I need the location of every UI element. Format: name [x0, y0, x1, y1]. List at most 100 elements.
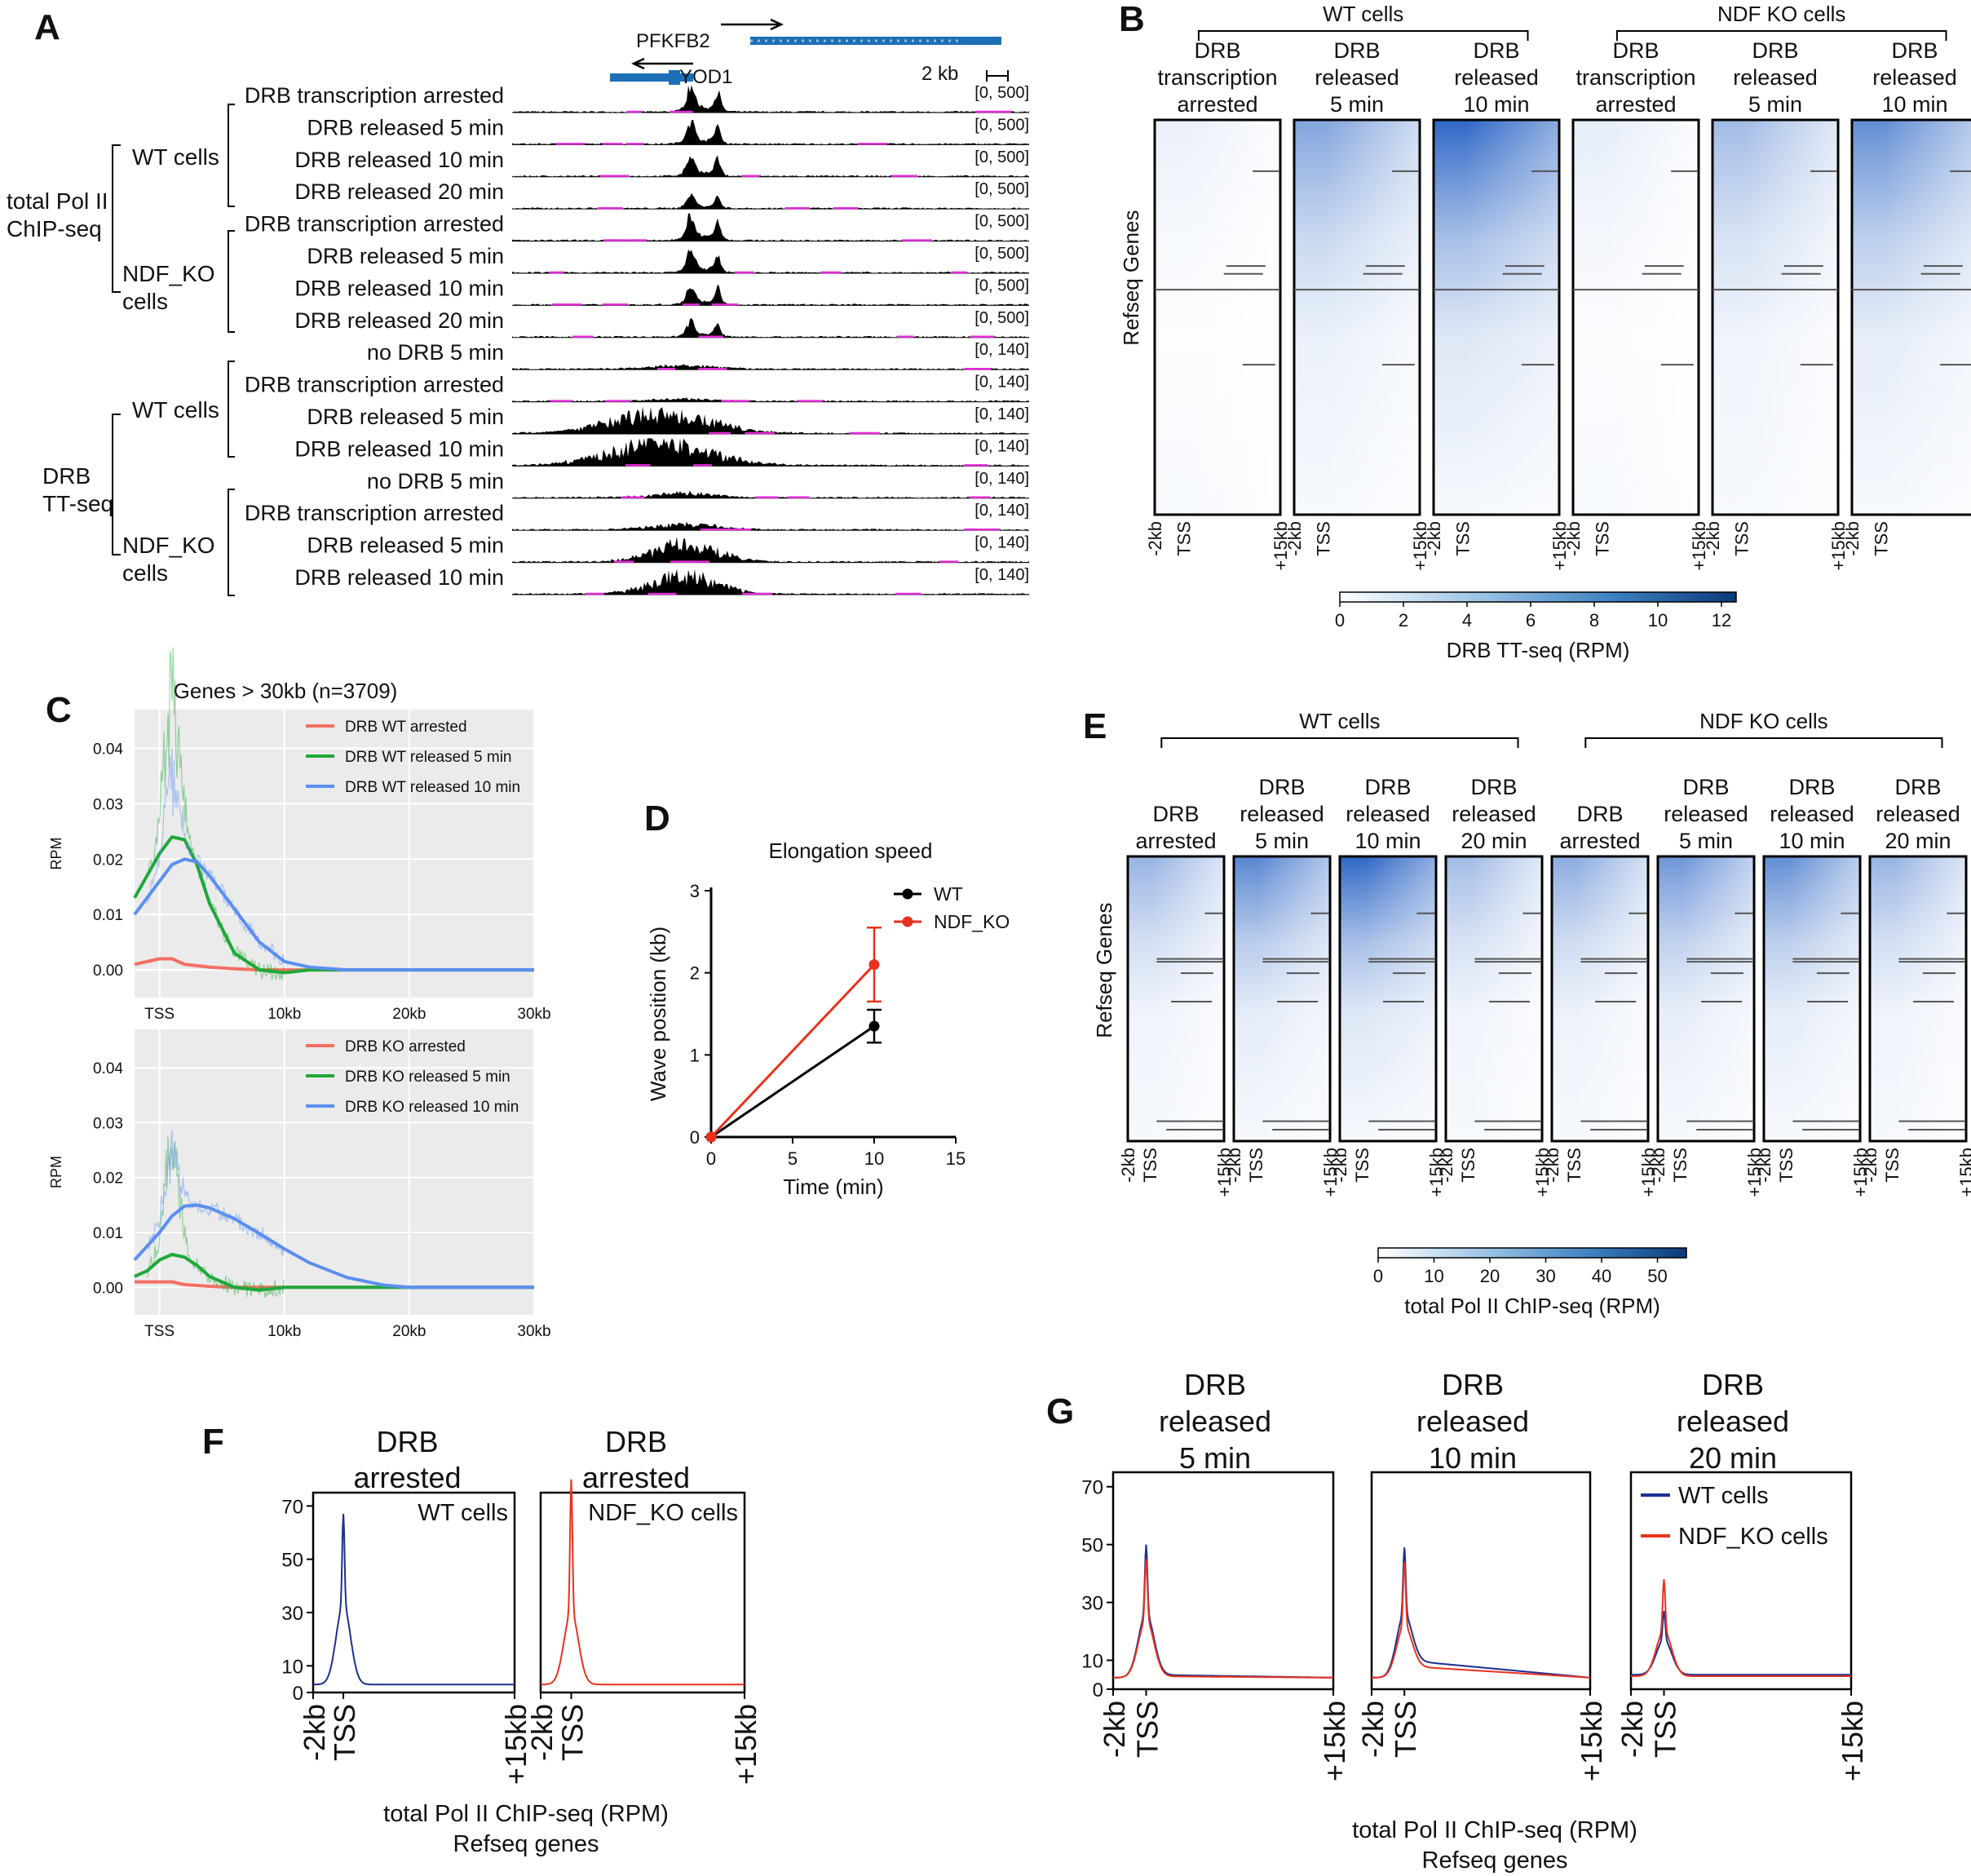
legend-label: DRB KO released 10 min: [345, 1099, 519, 1116]
series-line: [135, 1280, 534, 1290]
y-tick-label: 70: [281, 1496, 303, 1518]
y-tick-label: 50: [281, 1550, 303, 1572]
heatmap-column-title: DRB released 5 min: [1240, 775, 1324, 853]
track-list: DRB transcription arrested [0, 500] DRB re…: [245, 83, 1029, 595]
bracket-pol2: [112, 144, 121, 293]
x-tick-label: -2kb: [1615, 1701, 1649, 1758]
yod1-exon: [669, 70, 680, 85]
track-range: [0, 500]: [974, 84, 1029, 102]
heatmap-xtick: +15kb: [1956, 1148, 1971, 1197]
heatmap-fade-overlay: [1552, 856, 1648, 1141]
legend-label: NDF_KO: [934, 911, 1010, 932]
x-tick-label: +15kb: [729, 1704, 762, 1785]
y-tick-label: 0.03: [93, 1115, 123, 1132]
x-tick-label: -2kb: [1356, 1701, 1390, 1758]
track-range: [0, 140]: [974, 437, 1029, 455]
track-signal: [512, 119, 1029, 145]
heatmap-fade-overlay: [1434, 120, 1559, 515]
group-bracket: [1584, 737, 1943, 748]
heatmap-xtick: +15kb: [1689, 521, 1709, 571]
heatmap-frame: [1571, 118, 1700, 516]
track-label: DRB released 10 min: [294, 276, 504, 300]
profile-line: [313, 1514, 515, 1686]
heatmap-frame: [1444, 855, 1544, 1143]
heatmap-xtick: -2kb: [1424, 521, 1444, 556]
heatmap-frame: [1338, 855, 1438, 1143]
heatmap-frame: [1232, 855, 1332, 1143]
track-signal: [512, 284, 1029, 306]
track-label: DRB transcription arrested: [245, 83, 504, 108]
subplot-title: DRB released 5 min: [1159, 1368, 1271, 1475]
chart-title: Elongation speed: [769, 838, 933, 863]
heatmap-xtick: TSS: [1352, 1148, 1372, 1183]
group-label-ko: NDF KO cells: [1717, 2, 1845, 26]
group-label-pol2-ko: NDF_KO cells: [122, 261, 215, 314]
heatmap-column-title: DRB released 10 min: [1872, 38, 1957, 117]
colorbar-tick-label: 0: [1373, 1266, 1383, 1286]
profile-line: [1372, 1547, 1591, 1679]
heatmap-xtick: +15kb: [1271, 521, 1291, 571]
profile-line: [541, 1479, 745, 1686]
heatmap-xtick: TSS: [1452, 521, 1473, 556]
track-range: [0, 140]: [974, 405, 1029, 423]
pfkfb2-arrowhead: [770, 18, 784, 31]
y-tick-label: 0: [293, 1683, 303, 1705]
heatmap-frame: [1126, 855, 1226, 1143]
track-label: DRB released 5 min: [307, 533, 504, 558]
x-tick-label: 20kb: [392, 1323, 426, 1340]
heatmap-xtick: +15kb: [1850, 1148, 1871, 1197]
heatmap-frame: [1656, 855, 1756, 1143]
colorbar-tick-label: 6: [1526, 610, 1536, 630]
profile-line: [1631, 1611, 1851, 1676]
colorbar-tick-label: 2: [1399, 610, 1408, 630]
x-tick-label: 0: [706, 1148, 716, 1169]
profile-line: [1113, 1559, 1333, 1679]
heatmap-fade-overlay: [1658, 856, 1754, 1141]
heatmap-column-title: DRB released 5 min: [1315, 38, 1399, 117]
y-tick-label: 0: [690, 1127, 700, 1148]
x-tick-label: 15: [946, 1148, 966, 1169]
profile-line: [1631, 1579, 1851, 1677]
heatmap-frame: [1762, 855, 1862, 1143]
heatmap-fade-overlay: [1712, 120, 1838, 515]
series-line: [709, 963, 876, 1139]
y-tick-label: 10: [1081, 1651, 1103, 1673]
track-range: [0, 140]: [974, 341, 1029, 359]
heatmap-xtick: +15kb: [1320, 1148, 1341, 1197]
legend-label: WT: [934, 883, 963, 905]
heatmap-column-title: DRB released 20 min: [1876, 775, 1960, 853]
y-tick-label: 2: [690, 963, 700, 984]
heatmap-xtick: -2kb: [1703, 521, 1723, 556]
group-label-ko: NDF KO cells: [1699, 709, 1827, 733]
group-label-wt: WT cells: [1299, 709, 1380, 733]
gene-label-pfkfb2: PFKFB2: [636, 30, 710, 52]
raw-trace: [146, 647, 285, 981]
heatmap-xtick: +15kb: [1744, 1148, 1765, 1197]
x-tick-label: +15kb: [1318, 1701, 1351, 1781]
track-signal: [512, 249, 1029, 273]
raw-trace: [147, 1129, 285, 1257]
x-tick-label: TSS: [1131, 1701, 1164, 1758]
group-label-tt-ko: NDF_KO cells: [122, 533, 215, 586]
x-tick-label: 20kb: [392, 1006, 426, 1023]
heatmap-column-title: DRB released 5 min: [1733, 38, 1818, 117]
heatmap-frame: [1550, 855, 1650, 1143]
chart-c-bottom: 0.00 0.01 0.02 0.03 0.04 TSS 10kb 20kb 30kb RPM DR…: [48, 1029, 551, 1340]
track-signal: [512, 569, 1029, 595]
legend-label: DRB KO released 5 min: [345, 1069, 510, 1086]
heatmap-xtick: TSS: [1173, 521, 1194, 556]
heatmap-column-title: DRB released 20 min: [1452, 775, 1536, 853]
group-label-pol2: total Pol II ChIP-seq: [7, 188, 108, 241]
heatmap-xtick: +15kb: [1968, 521, 1971, 571]
colorbar: [1339, 591, 1737, 603]
x-axis-label: Time (min): [783, 1175, 883, 1199]
heatmap-fade-overlay: [1446, 856, 1542, 1141]
colorbar-tick-label: 30: [1536, 1266, 1555, 1286]
y-tick-label: 0.00: [93, 962, 123, 980]
track-range: [0, 500]: [974, 213, 1029, 231]
legend-label: WT cells: [1678, 1483, 1769, 1509]
track-range: [0, 500]: [974, 245, 1029, 263]
heatmap-xtick: TSS: [1246, 1148, 1266, 1183]
